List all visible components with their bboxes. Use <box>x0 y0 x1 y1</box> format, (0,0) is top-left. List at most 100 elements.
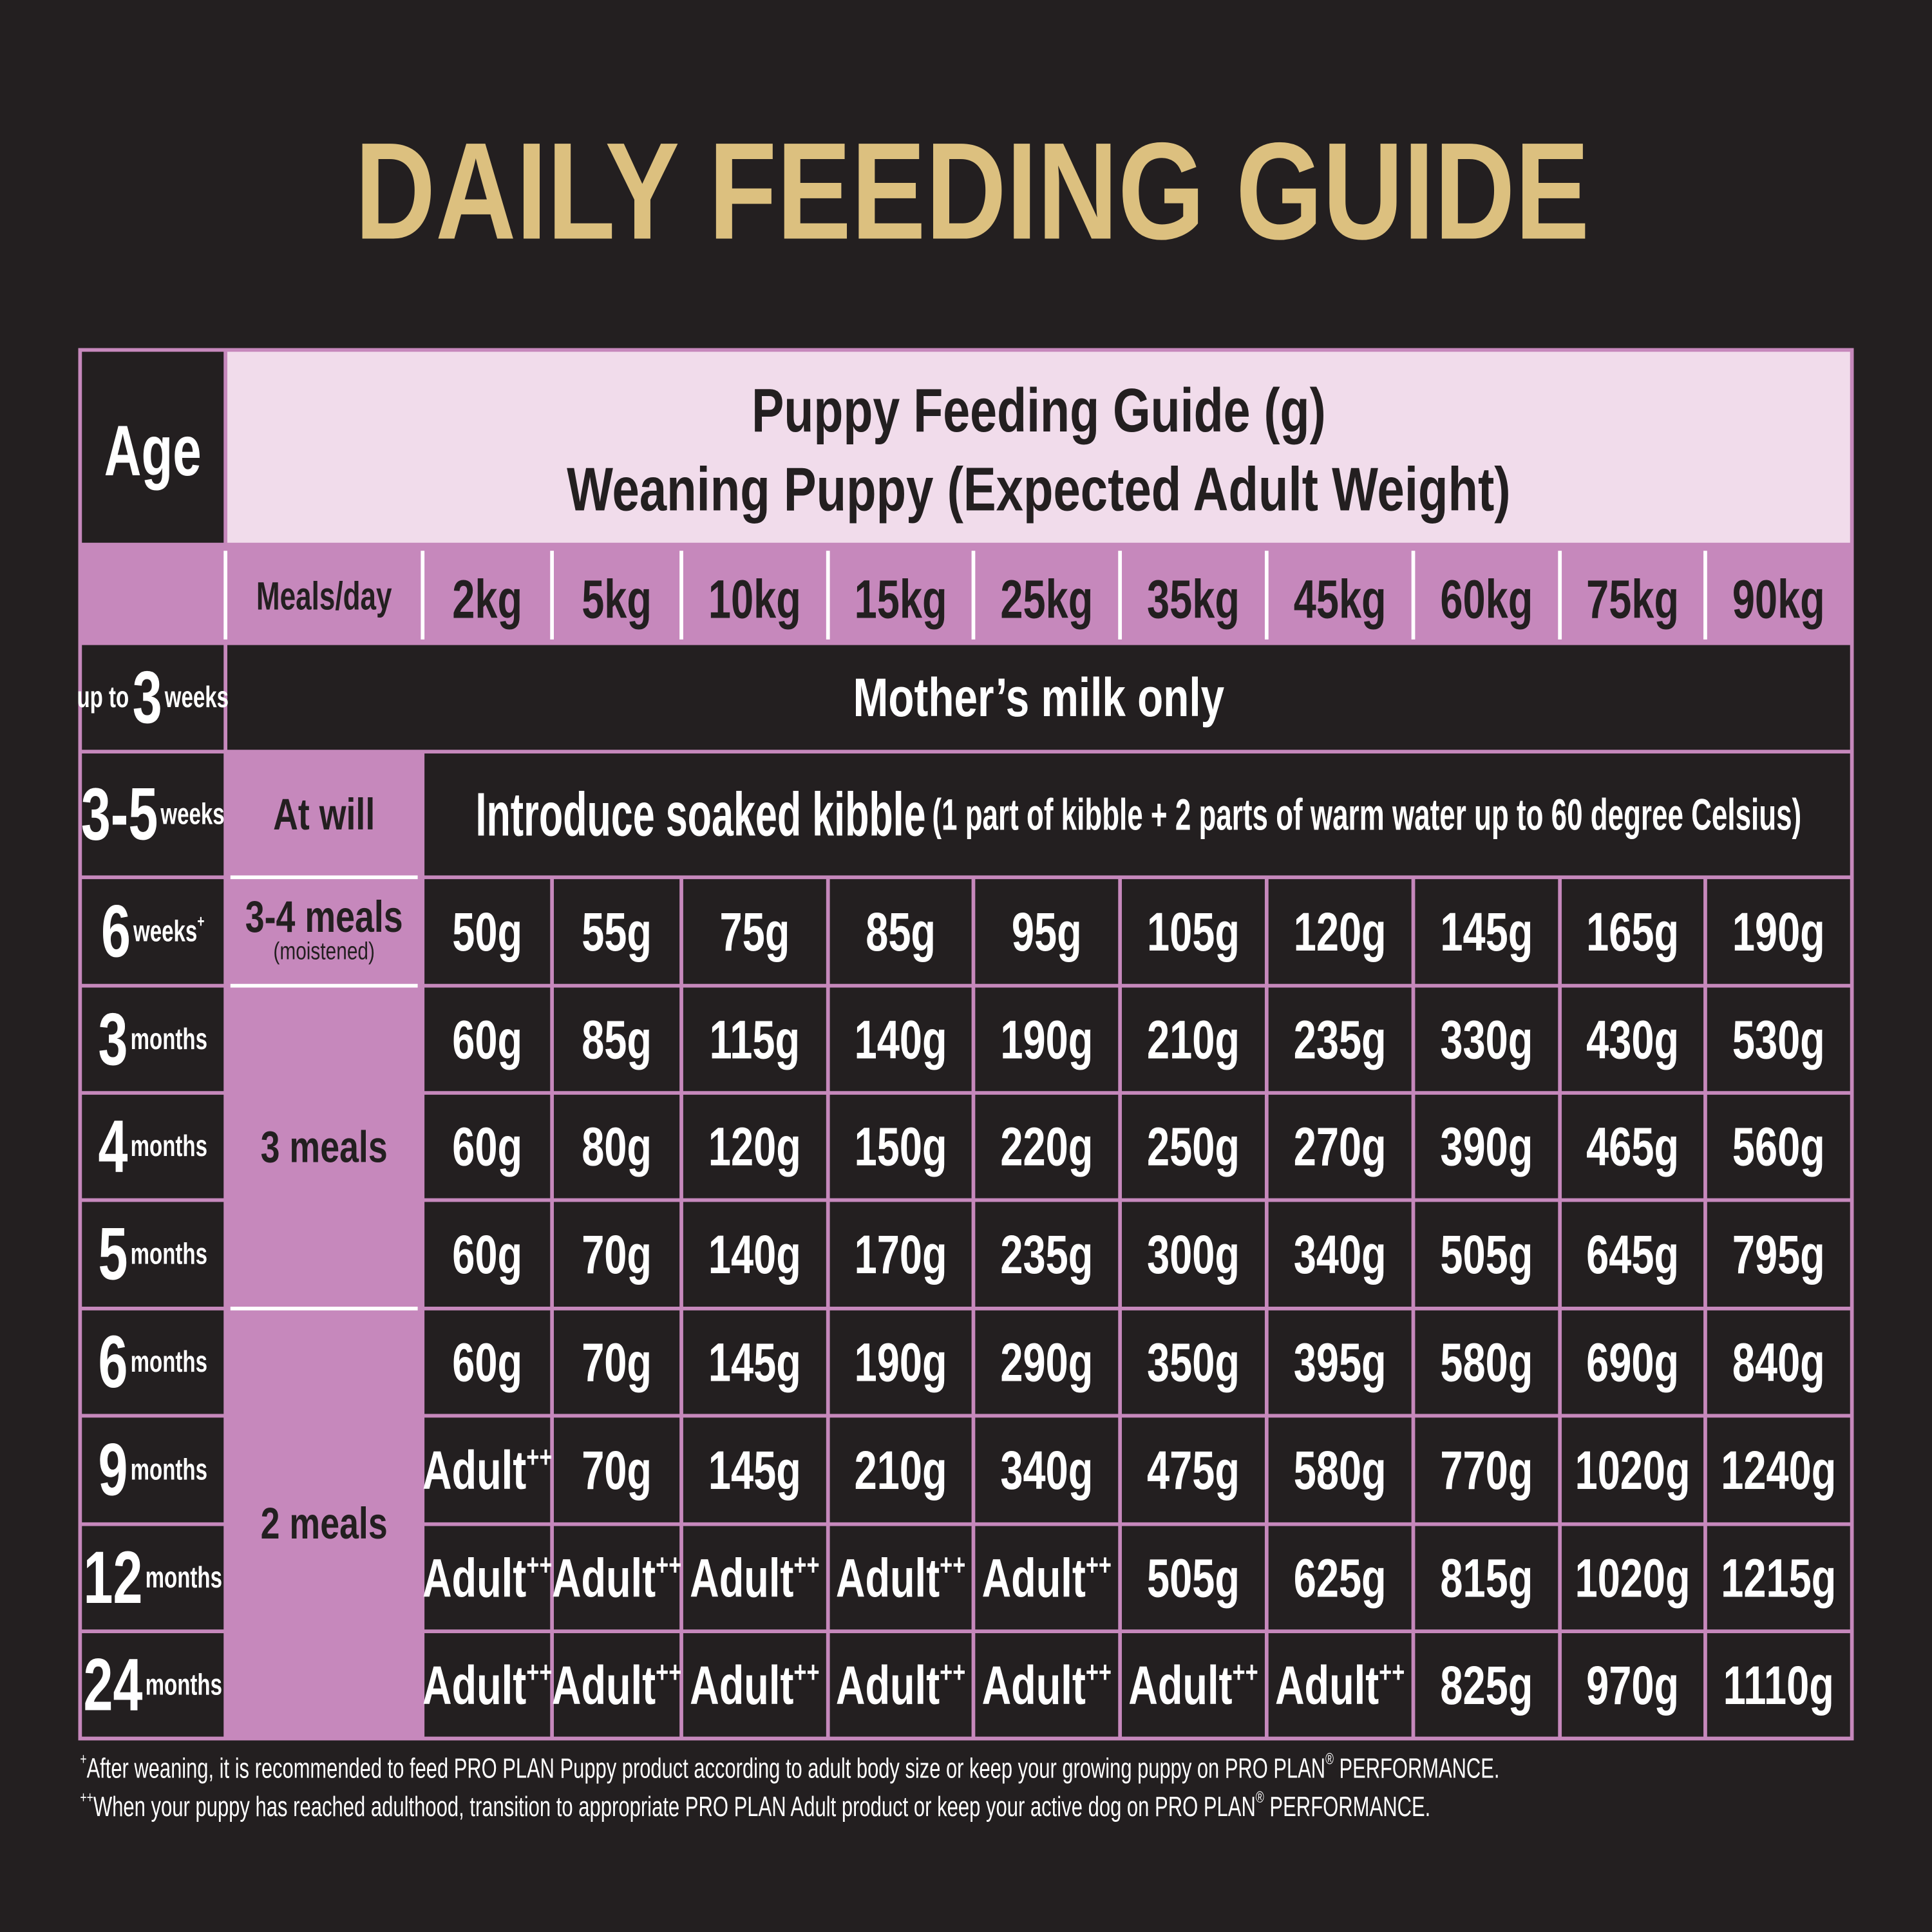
text-group: Adult++ <box>1128 1654 1258 1715</box>
weight-header: 25kg <box>1000 569 1093 629</box>
cell-value: 825g <box>1440 1654 1533 1715</box>
text-group: 75kg <box>1586 569 1679 629</box>
cell-text: 105g <box>1147 901 1240 961</box>
text-group: 120g <box>1294 901 1387 961</box>
cell-text: 475g <box>1147 1440 1240 1501</box>
age-number: 3 <box>99 998 128 1081</box>
cell-value: 475g <box>1147 1440 1240 1501</box>
footnote-superscript: + <box>80 1750 86 1768</box>
weight-header: 35kg <box>1147 569 1240 629</box>
cell-value: Adult++ <box>690 1654 819 1715</box>
age-unit: weeks <box>133 915 197 947</box>
text-group: 190g <box>1000 1009 1093 1070</box>
weight-header-bg <box>80 544 1852 643</box>
text-group: Mother’s milk only <box>853 667 1224 728</box>
cell-text: 270g <box>1294 1116 1387 1177</box>
cell-text: 70g <box>582 1224 652 1285</box>
cell-value: 250g <box>1147 1116 1240 1177</box>
cell-superscript: ++ <box>526 1548 552 1581</box>
meals-label: 3-4 meals <box>245 892 403 942</box>
cell-value: 55g <box>582 901 652 961</box>
cell-value: 560g <box>1732 1116 1825 1177</box>
text-group: 75g <box>719 901 790 961</box>
text-group: Adult++ <box>982 1548 1112 1608</box>
cell-value: Adult++ <box>552 1548 681 1608</box>
text-group: 190g <box>855 1332 947 1392</box>
weight-label: 90kg <box>1732 569 1825 629</box>
cell-superscript: ++ <box>526 1440 552 1473</box>
age-number: 4 <box>99 1105 128 1188</box>
text-group: Adult++ <box>836 1654 965 1715</box>
cell-value: 395g <box>1294 1332 1387 1392</box>
cell-value: 60g <box>452 1116 522 1177</box>
cell-value: Adult++ <box>982 1654 1112 1715</box>
cell-superscript: ++ <box>793 1548 819 1581</box>
cell-text: 690g <box>1586 1332 1679 1392</box>
age-number: 3-5 <box>81 773 158 856</box>
cell-value: 465g <box>1586 1116 1679 1177</box>
cell-text: 60g <box>452 1332 522 1392</box>
text-group: 770g <box>1440 1440 1533 1501</box>
age-number: 24 <box>84 1643 143 1727</box>
cell-value: 1020g <box>1575 1548 1690 1608</box>
footnote-superscript: ® <box>1325 1750 1334 1768</box>
cell-superscript: ++ <box>940 1548 965 1581</box>
text-group: 645g <box>1586 1224 1679 1285</box>
cell-value: 60g <box>452 1332 522 1392</box>
cell-text: 300g <box>1147 1224 1240 1285</box>
weight-header: 90kg <box>1732 569 1825 629</box>
cell-text: Adult <box>422 1440 526 1501</box>
page-title: DAILY FEEDING GUIDE <box>355 114 1589 268</box>
age-unit: months <box>131 1454 207 1486</box>
cell-value: Adult++ <box>422 1440 552 1501</box>
weight-label: 5kg <box>582 569 652 629</box>
text-group: 80g <box>582 1116 652 1177</box>
cell-text: 340g <box>1294 1224 1387 1285</box>
weight-header: 10kg <box>708 569 801 629</box>
cell-value: 145g <box>708 1440 801 1501</box>
cell-value: 85g <box>866 901 936 961</box>
text-group: 60g <box>452 1009 522 1070</box>
cell-text: Adult <box>552 1654 656 1715</box>
text-group: Adult++ <box>422 1654 552 1715</box>
cell-text: 1110g <box>1723 1654 1834 1715</box>
meals-label: 3 meals <box>261 1122 388 1172</box>
cell-text: 165g <box>1586 901 1679 961</box>
text-group: 580g <box>1294 1440 1387 1501</box>
text-group: 505g <box>1147 1548 1240 1608</box>
cell-value: 70g <box>582 1440 652 1501</box>
note-text: Mother’s milk only <box>853 667 1224 728</box>
cell-value: 300g <box>1147 1224 1240 1285</box>
row-note: Introduce soaked kibble(1 part of kibble… <box>476 780 1802 849</box>
age-label: 5 months <box>99 1213 207 1296</box>
text-group: 24 months <box>84 1643 222 1727</box>
cell-text: 145g <box>1440 901 1533 961</box>
text-group: 55g <box>582 901 652 961</box>
cell-value: Adult++ <box>1275 1654 1405 1715</box>
cell-text: 70g <box>582 1332 652 1392</box>
note-main: Introduce soaked kibble <box>476 780 926 849</box>
cell-text: 50g <box>452 901 522 961</box>
text-group: At will <box>273 790 375 839</box>
cell-text: 580g <box>1440 1332 1533 1392</box>
text-group: 60g <box>452 1116 522 1177</box>
text-group: 15kg <box>855 569 947 629</box>
text-group: Adult++ <box>422 1440 552 1501</box>
cell-value: 505g <box>1147 1548 1240 1608</box>
guide-title: Weaning Puppy (Expected Adult Weight) <box>567 455 1511 524</box>
meals-text: 3 meals <box>261 1122 388 1172</box>
age-label: 24 months <box>84 1643 222 1727</box>
text-group: 505g <box>1440 1224 1533 1285</box>
age-unit: months <box>131 1346 207 1378</box>
guide-title-line: Weaning Puppy (Expected Adult Weight) <box>567 455 1511 524</box>
cell-value: 580g <box>1294 1440 1387 1501</box>
cell-value: 85g <box>582 1009 652 1070</box>
weight-label: 45kg <box>1294 569 1387 629</box>
meals-note-text: (moistened) <box>273 938 375 965</box>
text-group: 1020g <box>1575 1548 1690 1608</box>
weight-header: 2kg <box>452 569 522 629</box>
cell-text: 825g <box>1440 1654 1533 1715</box>
cell-value: 235g <box>1294 1009 1387 1070</box>
cell-text: Adult <box>690 1548 793 1608</box>
cell-text: Adult <box>422 1548 526 1608</box>
